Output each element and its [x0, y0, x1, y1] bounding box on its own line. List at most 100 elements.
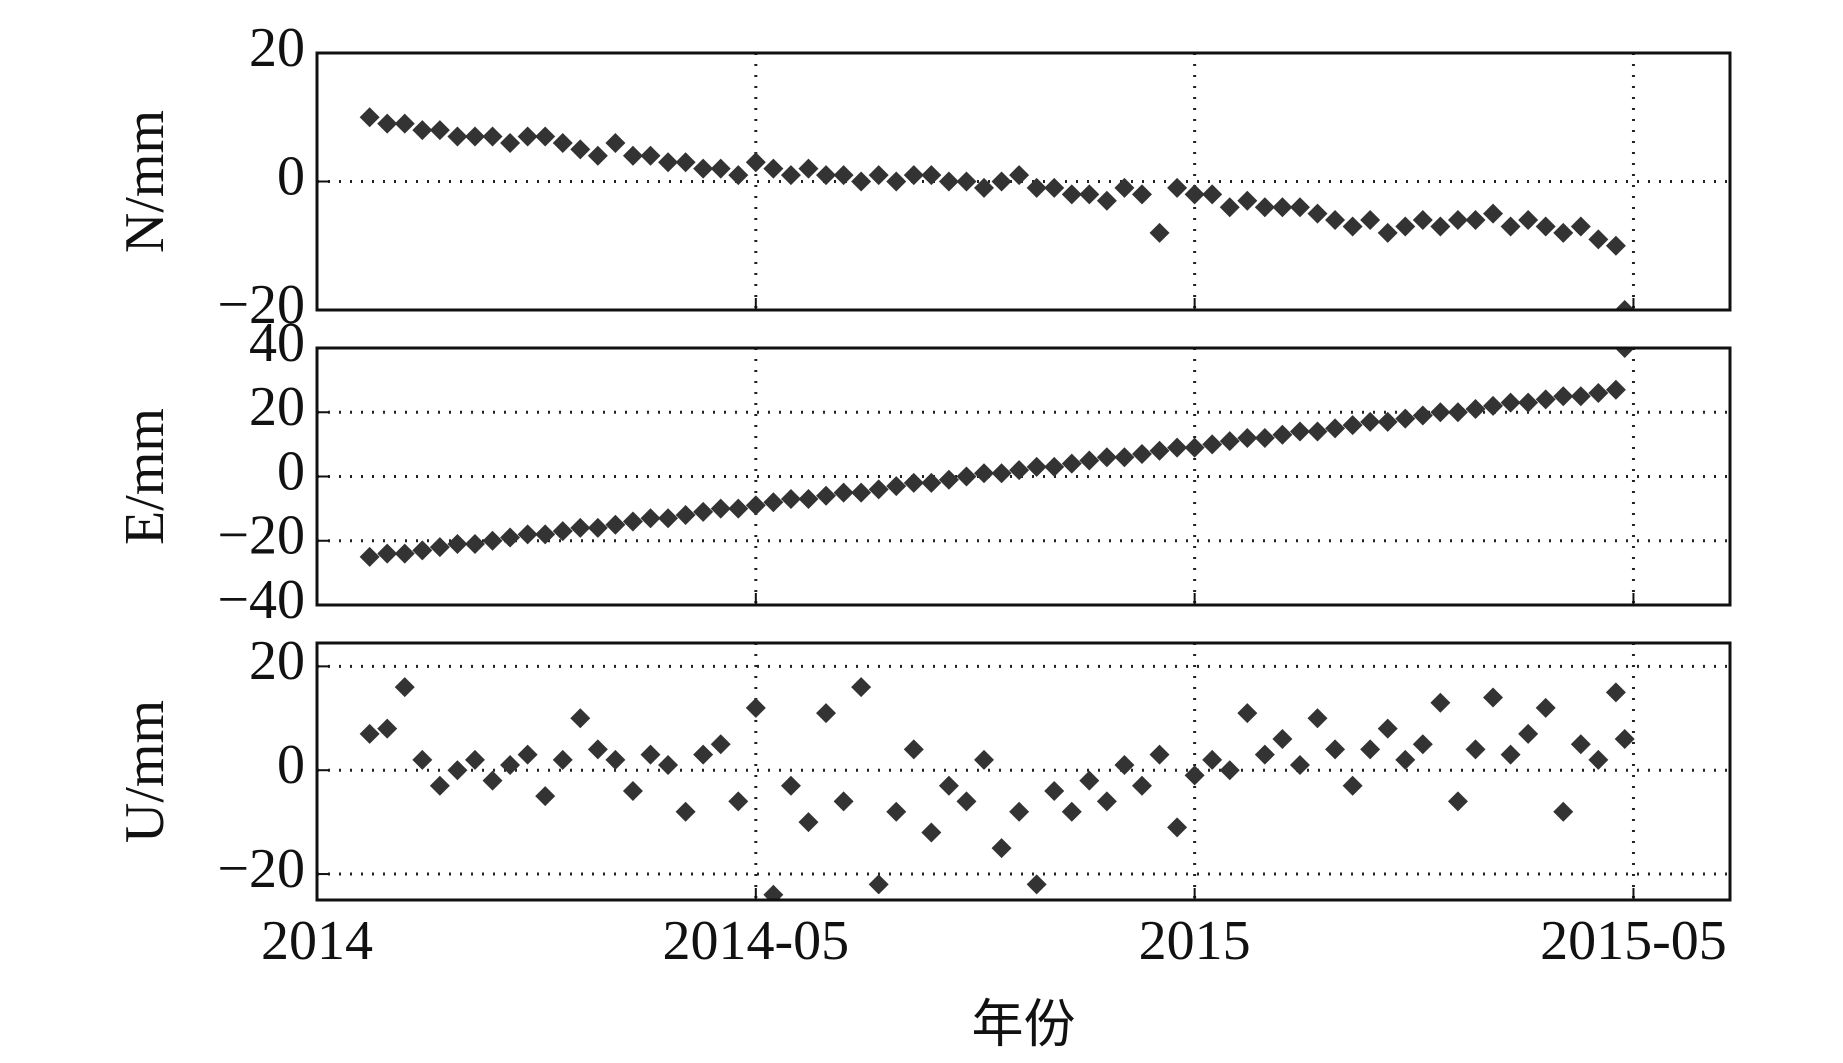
point — [1202, 749, 1223, 770]
point — [640, 744, 661, 765]
point — [1219, 197, 1240, 218]
point — [1237, 703, 1258, 724]
point — [956, 171, 977, 192]
point — [991, 838, 1012, 859]
point — [394, 543, 415, 564]
point — [1535, 216, 1556, 237]
x-tick-label: 2015-05 — [1540, 910, 1727, 972]
point — [1044, 780, 1065, 801]
point — [1342, 415, 1363, 436]
point — [710, 734, 731, 755]
plot-frame — [315, 641, 1732, 902]
point — [1009, 801, 1030, 822]
point — [552, 749, 573, 770]
point — [605, 749, 626, 770]
point — [1114, 177, 1135, 198]
point — [500, 755, 521, 776]
point — [956, 466, 977, 487]
point — [1219, 760, 1240, 781]
point — [640, 508, 661, 529]
point — [359, 107, 380, 128]
point — [429, 775, 450, 796]
point — [693, 158, 714, 179]
point — [974, 177, 995, 198]
point — [570, 139, 591, 160]
x-tick-label: 2014 — [261, 910, 373, 972]
point — [1079, 450, 1100, 471]
point — [464, 533, 485, 554]
point — [1483, 203, 1504, 224]
point — [1483, 687, 1504, 708]
point — [1289, 421, 1310, 442]
point — [1272, 424, 1293, 445]
point — [447, 126, 468, 147]
point — [517, 126, 538, 147]
point — [500, 132, 521, 153]
point — [482, 770, 503, 791]
point — [1325, 739, 1346, 760]
y-tick-label: 20 — [249, 630, 305, 692]
point — [622, 780, 643, 801]
point — [1518, 723, 1539, 744]
point — [1325, 418, 1346, 439]
point — [921, 822, 942, 843]
point — [1289, 197, 1310, 218]
point — [886, 476, 907, 497]
point — [552, 132, 573, 153]
point — [482, 530, 503, 551]
point — [1518, 210, 1539, 231]
point — [622, 145, 643, 166]
point — [1167, 177, 1188, 198]
y-axis-label: N/mm — [114, 110, 176, 253]
point — [816, 703, 837, 724]
point — [1377, 718, 1398, 739]
point — [535, 126, 556, 147]
point — [1061, 453, 1082, 474]
point — [1483, 395, 1504, 416]
point — [1079, 770, 1100, 791]
point — [1149, 440, 1170, 461]
point — [938, 171, 959, 192]
point — [1535, 697, 1556, 718]
x-tick-label: 2014-05 — [662, 910, 849, 972]
point — [1149, 222, 1170, 243]
point — [1614, 348, 1635, 358]
point — [1342, 775, 1363, 796]
point — [851, 482, 872, 503]
point — [1061, 184, 1082, 205]
point — [868, 479, 889, 500]
point — [1614, 729, 1635, 750]
point — [763, 492, 784, 513]
point — [535, 524, 556, 545]
point — [377, 113, 398, 134]
point — [464, 126, 485, 147]
point — [1553, 386, 1574, 407]
point — [1412, 405, 1433, 426]
point — [658, 755, 679, 776]
point — [377, 543, 398, 564]
point — [1096, 791, 1117, 812]
point — [1272, 197, 1293, 218]
point — [710, 158, 731, 179]
point — [938, 775, 959, 796]
plot-frame — [315, 346, 1732, 607]
point — [903, 472, 924, 493]
point — [710, 498, 731, 519]
y-tick-label: −40 — [217, 569, 305, 631]
point — [1184, 437, 1205, 458]
point — [1412, 734, 1433, 755]
point — [1131, 184, 1152, 205]
point — [1395, 216, 1416, 237]
point — [1184, 765, 1205, 786]
point — [851, 677, 872, 698]
point — [1570, 734, 1591, 755]
point — [1254, 744, 1275, 765]
point — [1167, 817, 1188, 838]
point — [903, 739, 924, 760]
point — [798, 488, 819, 509]
point — [394, 113, 415, 134]
point — [605, 132, 626, 153]
point — [500, 527, 521, 548]
point — [974, 749, 995, 770]
